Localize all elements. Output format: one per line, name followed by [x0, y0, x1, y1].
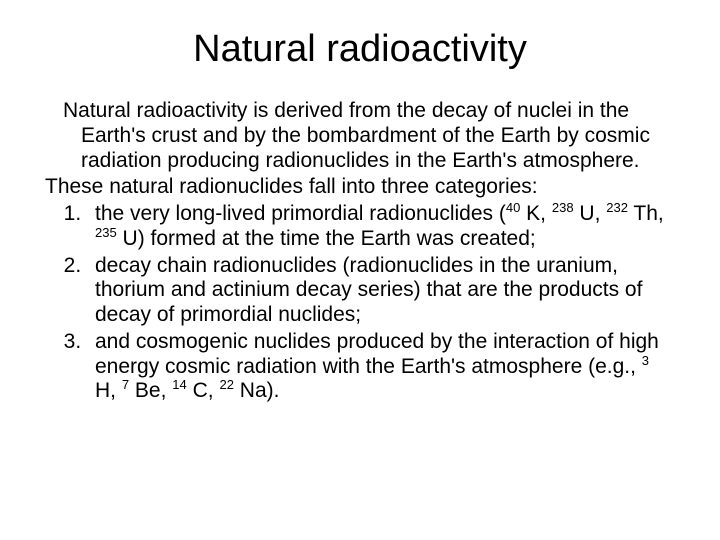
categories-paragraph: These natural radionuclides fall into th… — [45, 175, 675, 200]
mass-number: 238 — [552, 200, 574, 215]
element-symbol: U, — [574, 202, 607, 225]
categories-list: the very long-lived primordial radionucl… — [87, 202, 675, 404]
element-symbol: C, — [187, 379, 220, 402]
element-symbol: Na — [234, 379, 267, 402]
mass-number: 40 — [506, 200, 520, 215]
list-text: ). — [267, 379, 280, 402]
element-symbol: H, — [95, 379, 122, 402]
slide-title: Natural radioactivity — [45, 28, 675, 71]
list-item: and cosmogenic nuclides produced by the … — [87, 330, 675, 404]
element-symbol: Be, — [129, 379, 172, 402]
mass-number: 232 — [606, 200, 628, 215]
mass-number: 7 — [122, 377, 129, 392]
list-text: ) formed at the time the Earth was creat… — [138, 227, 536, 250]
element-symbol: Th, — [628, 202, 664, 225]
mass-number: 22 — [219, 377, 233, 392]
slide-body: Natural radioactivity is derived from th… — [45, 99, 675, 404]
mass-number: 235 — [95, 225, 117, 240]
slide: Natural radioactivity Natural radioactiv… — [0, 0, 720, 540]
list-text: and cosmogenic nuclides produced by the … — [95, 330, 659, 378]
intro-paragraph: Natural radioactivity is derived from th… — [63, 99, 675, 173]
element-symbol: U — [117, 227, 138, 250]
mass-number: 3 — [642, 353, 649, 368]
element-symbol: K, — [520, 202, 552, 225]
list-text: the very long-lived primordial radionucl… — [95, 202, 506, 225]
list-item: decay chain radionuclides (radionuclides… — [87, 254, 675, 328]
list-item: the very long-lived primordial radionucl… — [87, 202, 675, 252]
mass-number: 14 — [172, 377, 186, 392]
